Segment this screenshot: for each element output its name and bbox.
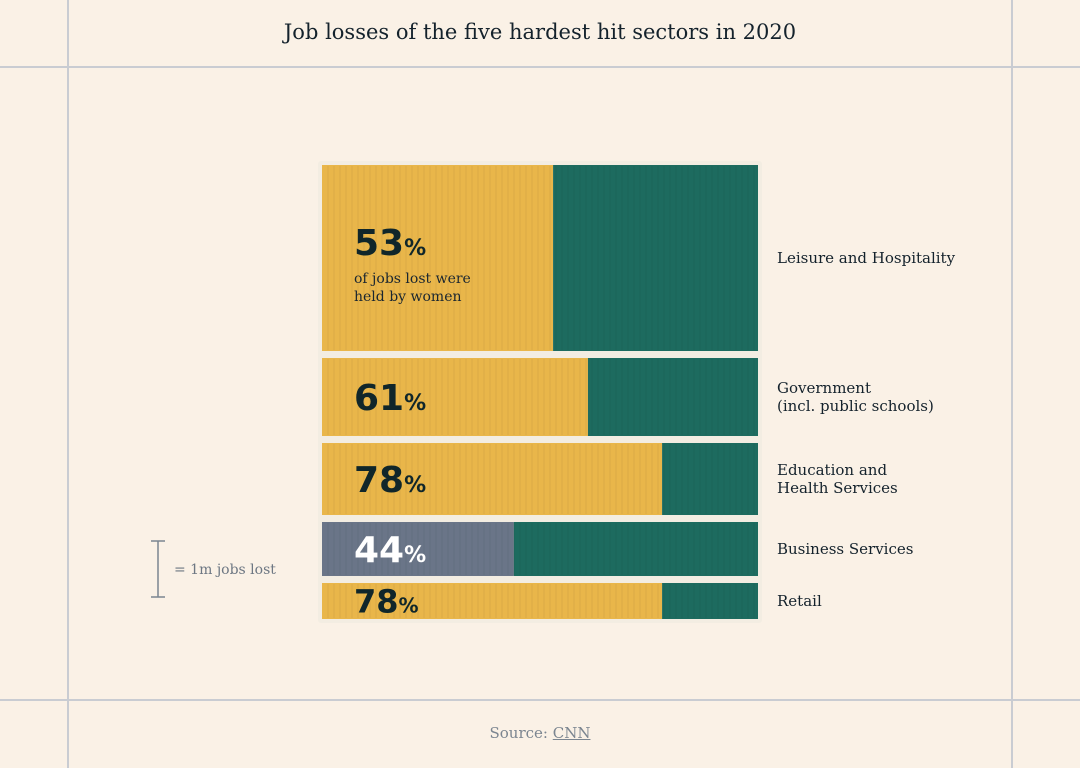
source-line: Source: CNN [69, 724, 1011, 742]
bar-men [662, 583, 758, 619]
category-label: Education and [777, 461, 887, 479]
bar-women [322, 358, 588, 436]
bar-men [553, 165, 758, 351]
row-seam [320, 515, 760, 522]
annotation-line2: held by women [354, 289, 462, 305]
bar-women [322, 583, 663, 619]
category-label: Health Services [777, 479, 898, 497]
source-prefix: Source: [489, 724, 553, 742]
bar-women [322, 165, 554, 351]
bar-men [513, 522, 758, 576]
bar-women [322, 522, 514, 576]
category-label: Government [777, 379, 871, 397]
category-label: (incl. public schools) [777, 397, 934, 415]
percent-symbol: % [404, 236, 426, 261]
frame-line-top [0, 66, 1080, 68]
source-link[interactable]: CNN [552, 724, 591, 742]
row-seam [320, 351, 760, 358]
percent-symbol: % [404, 391, 426, 416]
chart-title: Job losses of the five hardest hit secto… [283, 20, 797, 44]
annotation-line1: of jobs lost were [354, 271, 471, 287]
bar-women [322, 443, 663, 515]
frame-line-bottom [0, 699, 1080, 701]
category-label: Business Services [777, 540, 913, 558]
percent-symbol: % [404, 543, 426, 568]
percent-symbol: % [399, 594, 419, 618]
percent-symbol: % [404, 473, 426, 498]
category-label: Retail [777, 592, 822, 610]
bar-men [662, 443, 758, 515]
frame-line-right [1011, 0, 1013, 768]
category-label: Leisure and Hospitality [777, 249, 956, 267]
row-seam [320, 436, 760, 443]
legend-group: = 1m jobs lost [151, 540, 276, 598]
bar-men [587, 358, 758, 436]
row-seam [320, 576, 760, 583]
frame-line-left [67, 0, 69, 768]
bars-group [318, 161, 762, 623]
legend-text: = 1m jobs lost [174, 562, 276, 578]
